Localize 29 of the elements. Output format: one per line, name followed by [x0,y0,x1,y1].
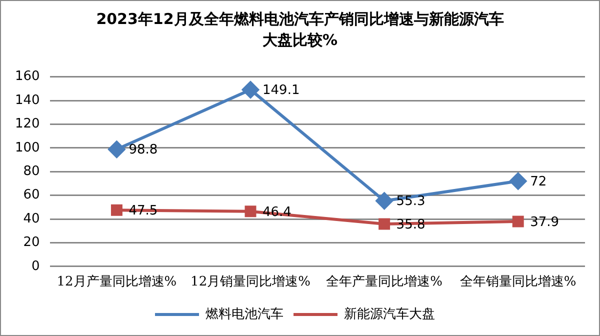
x-tick-label: 12月销量同比增速% [190,274,310,290]
y-tick-label: 0 [32,258,40,274]
y-tick-label: 40 [23,211,40,226]
data-label: 98.8 [128,142,158,158]
point [244,206,256,218]
x-tick-label: 全年产量同比增速% [326,274,442,290]
data-label: 37.9 [530,214,560,230]
y-tick-label: 20 [23,235,40,250]
point [512,216,524,228]
legend-label: 燃料电池汽车 [206,306,284,322]
point [108,140,126,158]
y-tick-label: 60 [23,188,40,203]
point [510,172,527,190]
point [376,192,393,210]
point [378,218,390,230]
y-tick-label: 140 [14,92,40,108]
y-tick-label: 100 [14,140,40,156]
point [242,81,260,98]
x-tick-label: 12月产量同比增速% [56,274,177,290]
y-tick-label: 120 [14,116,40,132]
y-tick-label: 160 [14,69,40,84]
chart-title: 2023年12月及全年燃料电池汽车产销同比增速与新能源汽车大盘比较% [95,9,505,51]
legend-label: 新能源汽车大盘 [344,306,435,322]
x-tick-label: 全年销量同比增速% [460,274,576,290]
point [110,204,122,216]
data-label: 55.3 [396,194,426,210]
data-label: 72 [530,174,547,190]
y-tick-label: 80 [23,164,40,179]
data-label: 149.1 [262,83,300,98]
